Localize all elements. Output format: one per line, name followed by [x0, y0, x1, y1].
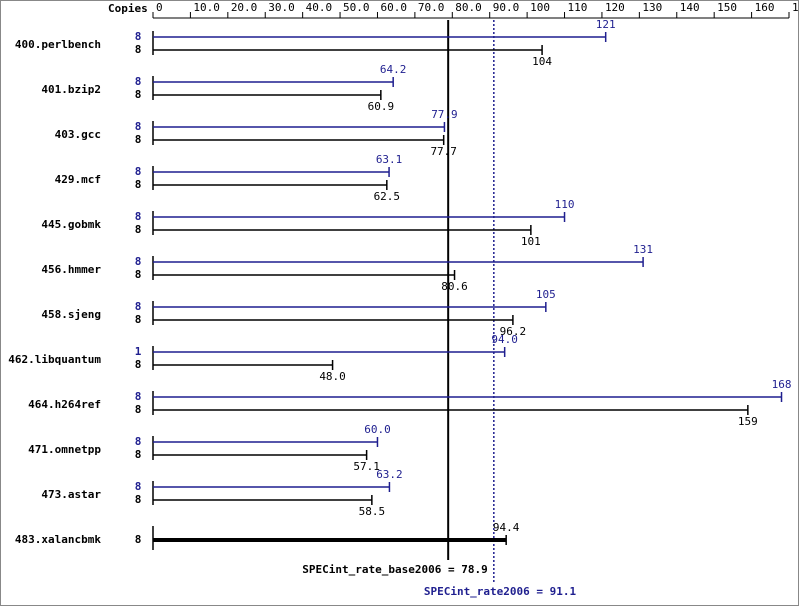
x-tick-label: 70.0 [418, 1, 445, 14]
value-label: 94.4 [493, 521, 520, 534]
reference-label: SPECint_rate2006 = 91.1 [424, 585, 577, 598]
copies-label: 8 [135, 133, 142, 146]
category-label: 401.bzip2 [41, 83, 101, 96]
value-label: 96.2 [500, 325, 527, 338]
value-label: 60.9 [368, 100, 395, 113]
x-tick-label: 30.0 [268, 1, 295, 14]
value-label: 105 [536, 288, 556, 301]
x-tick-label: 60.0 [380, 1, 407, 14]
value-label: 63.2 [376, 468, 403, 481]
x-tick-label: 160 [755, 1, 775, 14]
x-tick-label: 50.0 [343, 1, 370, 14]
category-label: 400.perlbench [15, 38, 101, 51]
category-label: 445.gobmk [41, 218, 101, 231]
x-tick-label: 110 [568, 1, 588, 14]
x-tick-label: 100 [530, 1, 550, 14]
value-label: 94.0 [491, 333, 518, 346]
x-tick-label: 40.0 [306, 1, 333, 14]
value-label: 48.0 [319, 370, 346, 383]
value-label: 57.1 [353, 460, 380, 473]
category-label: 403.gcc [55, 128, 101, 141]
value-label: 77.7 [430, 145, 457, 158]
copies-label: 8 [135, 30, 142, 43]
category-label: 456.hmmer [41, 263, 101, 276]
x-tick-label: 90.0 [493, 1, 520, 14]
value-label: 58.5 [359, 505, 386, 518]
category-label: 458.sjeng [41, 308, 101, 321]
copies-label: 8 [135, 313, 142, 326]
x-tick-label: 120 [605, 1, 625, 14]
category-label: 464.h264ref [28, 398, 101, 411]
copies-label: 8 [135, 435, 142, 448]
x-tick-label: 20.0 [231, 1, 258, 14]
copies-label: 8 [135, 120, 142, 133]
x-tick-label: 0 [156, 1, 163, 14]
value-label: 131 [633, 243, 653, 256]
copies-label: 8 [135, 75, 142, 88]
copies-label: 8 [135, 480, 142, 493]
value-label: 77.9 [431, 108, 458, 121]
copies-label: 8 [135, 255, 142, 268]
copies-label: 8 [135, 210, 142, 223]
value-label: 64.2 [380, 63, 407, 76]
copies-label: 8 [135, 268, 142, 281]
value-label: 60.0 [364, 423, 391, 436]
value-label: 63.1 [376, 153, 403, 166]
copies-label: 8 [135, 448, 142, 461]
category-label: 462.libquantum [8, 353, 101, 366]
value-label: 62.5 [374, 190, 401, 203]
value-label: 168 [772, 378, 792, 391]
copies-label: 8 [135, 43, 142, 56]
category-label: 473.astar [41, 488, 101, 501]
copies-label: 8 [135, 493, 142, 506]
copies-label: 8 [135, 358, 142, 371]
copies-label: 8 [135, 403, 142, 416]
value-label: 80.6 [441, 280, 468, 293]
copies-label: 1 [135, 345, 142, 358]
category-label: 471.omnetpp [28, 443, 101, 456]
x-tick-label: 140 [680, 1, 700, 14]
x-tick-label: 80.0 [455, 1, 482, 14]
value-label: 159 [738, 415, 758, 428]
copies-label: 8 [135, 88, 142, 101]
copies-label: 8 [135, 223, 142, 236]
value-label: 101 [521, 235, 541, 248]
copies-label: 8 [135, 178, 142, 191]
copies-label: 8 [135, 165, 142, 178]
category-label: 483.xalancbmk [15, 533, 101, 546]
value-label: 110 [555, 198, 575, 211]
x-tick-label: 10.0 [193, 1, 220, 14]
x-tick-label: 130 [642, 1, 662, 14]
value-label: 121 [596, 18, 616, 31]
x-tick-label: 150 [717, 1, 737, 14]
reference-label: SPECint_rate_base2006 = 78.9 [302, 563, 487, 576]
category-label: 429.mcf [55, 173, 101, 186]
copies-label: 8 [135, 300, 142, 313]
copies-label: 8 [135, 533, 142, 546]
copies-header: Copies [108, 2, 148, 15]
copies-label: 8 [135, 390, 142, 403]
value-label: 104 [532, 55, 552, 68]
x-tick-label: 170 [792, 1, 799, 14]
